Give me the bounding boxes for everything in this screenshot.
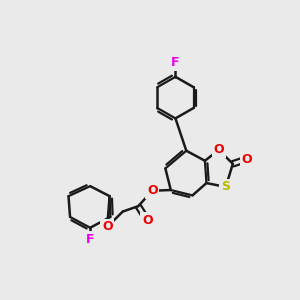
Text: O: O bbox=[102, 220, 112, 233]
Text: F: F bbox=[171, 56, 180, 69]
Text: O: O bbox=[214, 143, 224, 157]
Text: S: S bbox=[221, 180, 230, 194]
Text: F: F bbox=[86, 233, 94, 246]
Text: O: O bbox=[242, 153, 252, 166]
Text: O: O bbox=[142, 214, 153, 227]
Text: O: O bbox=[147, 184, 158, 197]
